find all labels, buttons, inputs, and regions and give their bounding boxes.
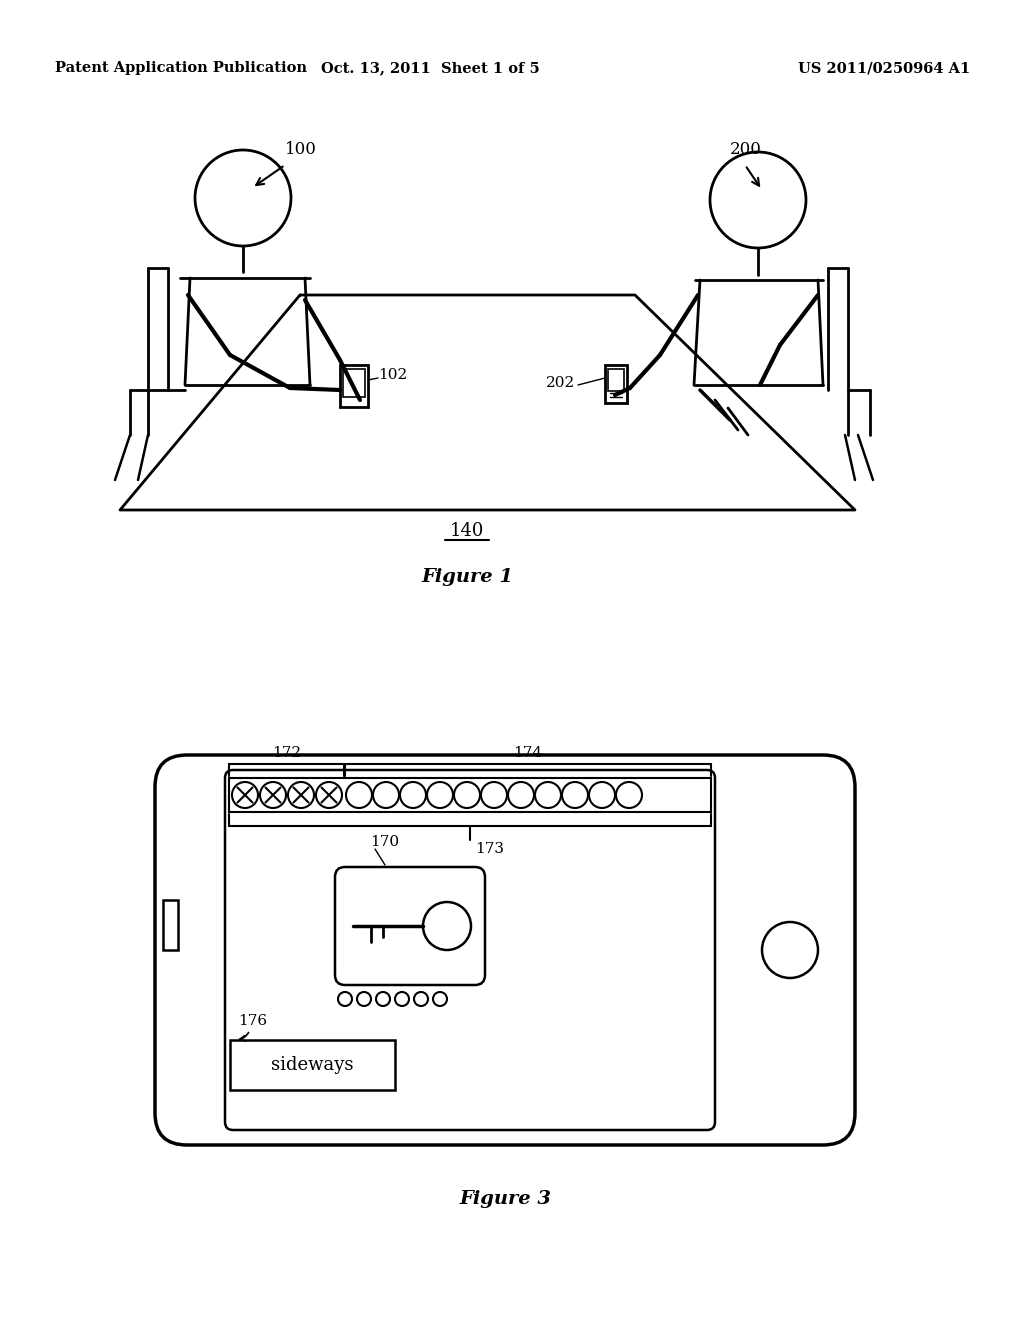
Circle shape <box>338 993 352 1006</box>
Text: US 2011/0250964 A1: US 2011/0250964 A1 <box>798 61 970 75</box>
Bar <box>229 777 711 812</box>
Circle shape <box>562 781 588 808</box>
Bar <box>340 366 368 407</box>
Text: 170: 170 <box>370 836 399 849</box>
FancyBboxPatch shape <box>155 755 855 1144</box>
Circle shape <box>710 152 806 248</box>
Bar <box>163 900 178 950</box>
Circle shape <box>260 781 286 808</box>
Text: 102: 102 <box>378 368 408 381</box>
Text: 176: 176 <box>238 1014 267 1028</box>
Text: 172: 172 <box>272 746 301 760</box>
Circle shape <box>427 781 453 808</box>
Text: Figure 1: Figure 1 <box>421 568 513 586</box>
Circle shape <box>400 781 426 808</box>
Text: 202: 202 <box>546 376 575 389</box>
Circle shape <box>232 781 258 808</box>
Circle shape <box>762 921 818 978</box>
Text: Figure 3: Figure 3 <box>459 1191 551 1208</box>
FancyBboxPatch shape <box>225 770 715 1130</box>
Text: 174: 174 <box>513 746 543 760</box>
Circle shape <box>414 993 428 1006</box>
Circle shape <box>535 781 561 808</box>
Circle shape <box>373 781 399 808</box>
Text: Patent Application Publication: Patent Application Publication <box>55 61 307 75</box>
Text: 100: 100 <box>285 141 316 158</box>
Text: 200: 200 <box>730 141 762 158</box>
Circle shape <box>508 781 534 808</box>
Circle shape <box>316 781 342 808</box>
Bar <box>605 366 627 403</box>
FancyBboxPatch shape <box>335 867 485 985</box>
Circle shape <box>454 781 480 808</box>
Circle shape <box>423 902 471 950</box>
Text: sideways: sideways <box>271 1056 353 1074</box>
Text: 173: 173 <box>475 842 504 855</box>
Circle shape <box>288 781 314 808</box>
Bar <box>608 370 624 391</box>
Bar <box>343 370 365 397</box>
Circle shape <box>376 993 390 1006</box>
Bar <box>230 1040 395 1090</box>
Text: 140: 140 <box>450 521 484 540</box>
Circle shape <box>589 781 615 808</box>
Circle shape <box>357 993 371 1006</box>
Circle shape <box>616 781 642 808</box>
Text: Oct. 13, 2011  Sheet 1 of 5: Oct. 13, 2011 Sheet 1 of 5 <box>321 61 540 75</box>
Circle shape <box>395 993 409 1006</box>
Circle shape <box>481 781 507 808</box>
Circle shape <box>195 150 291 246</box>
Circle shape <box>433 993 447 1006</box>
Circle shape <box>346 781 372 808</box>
